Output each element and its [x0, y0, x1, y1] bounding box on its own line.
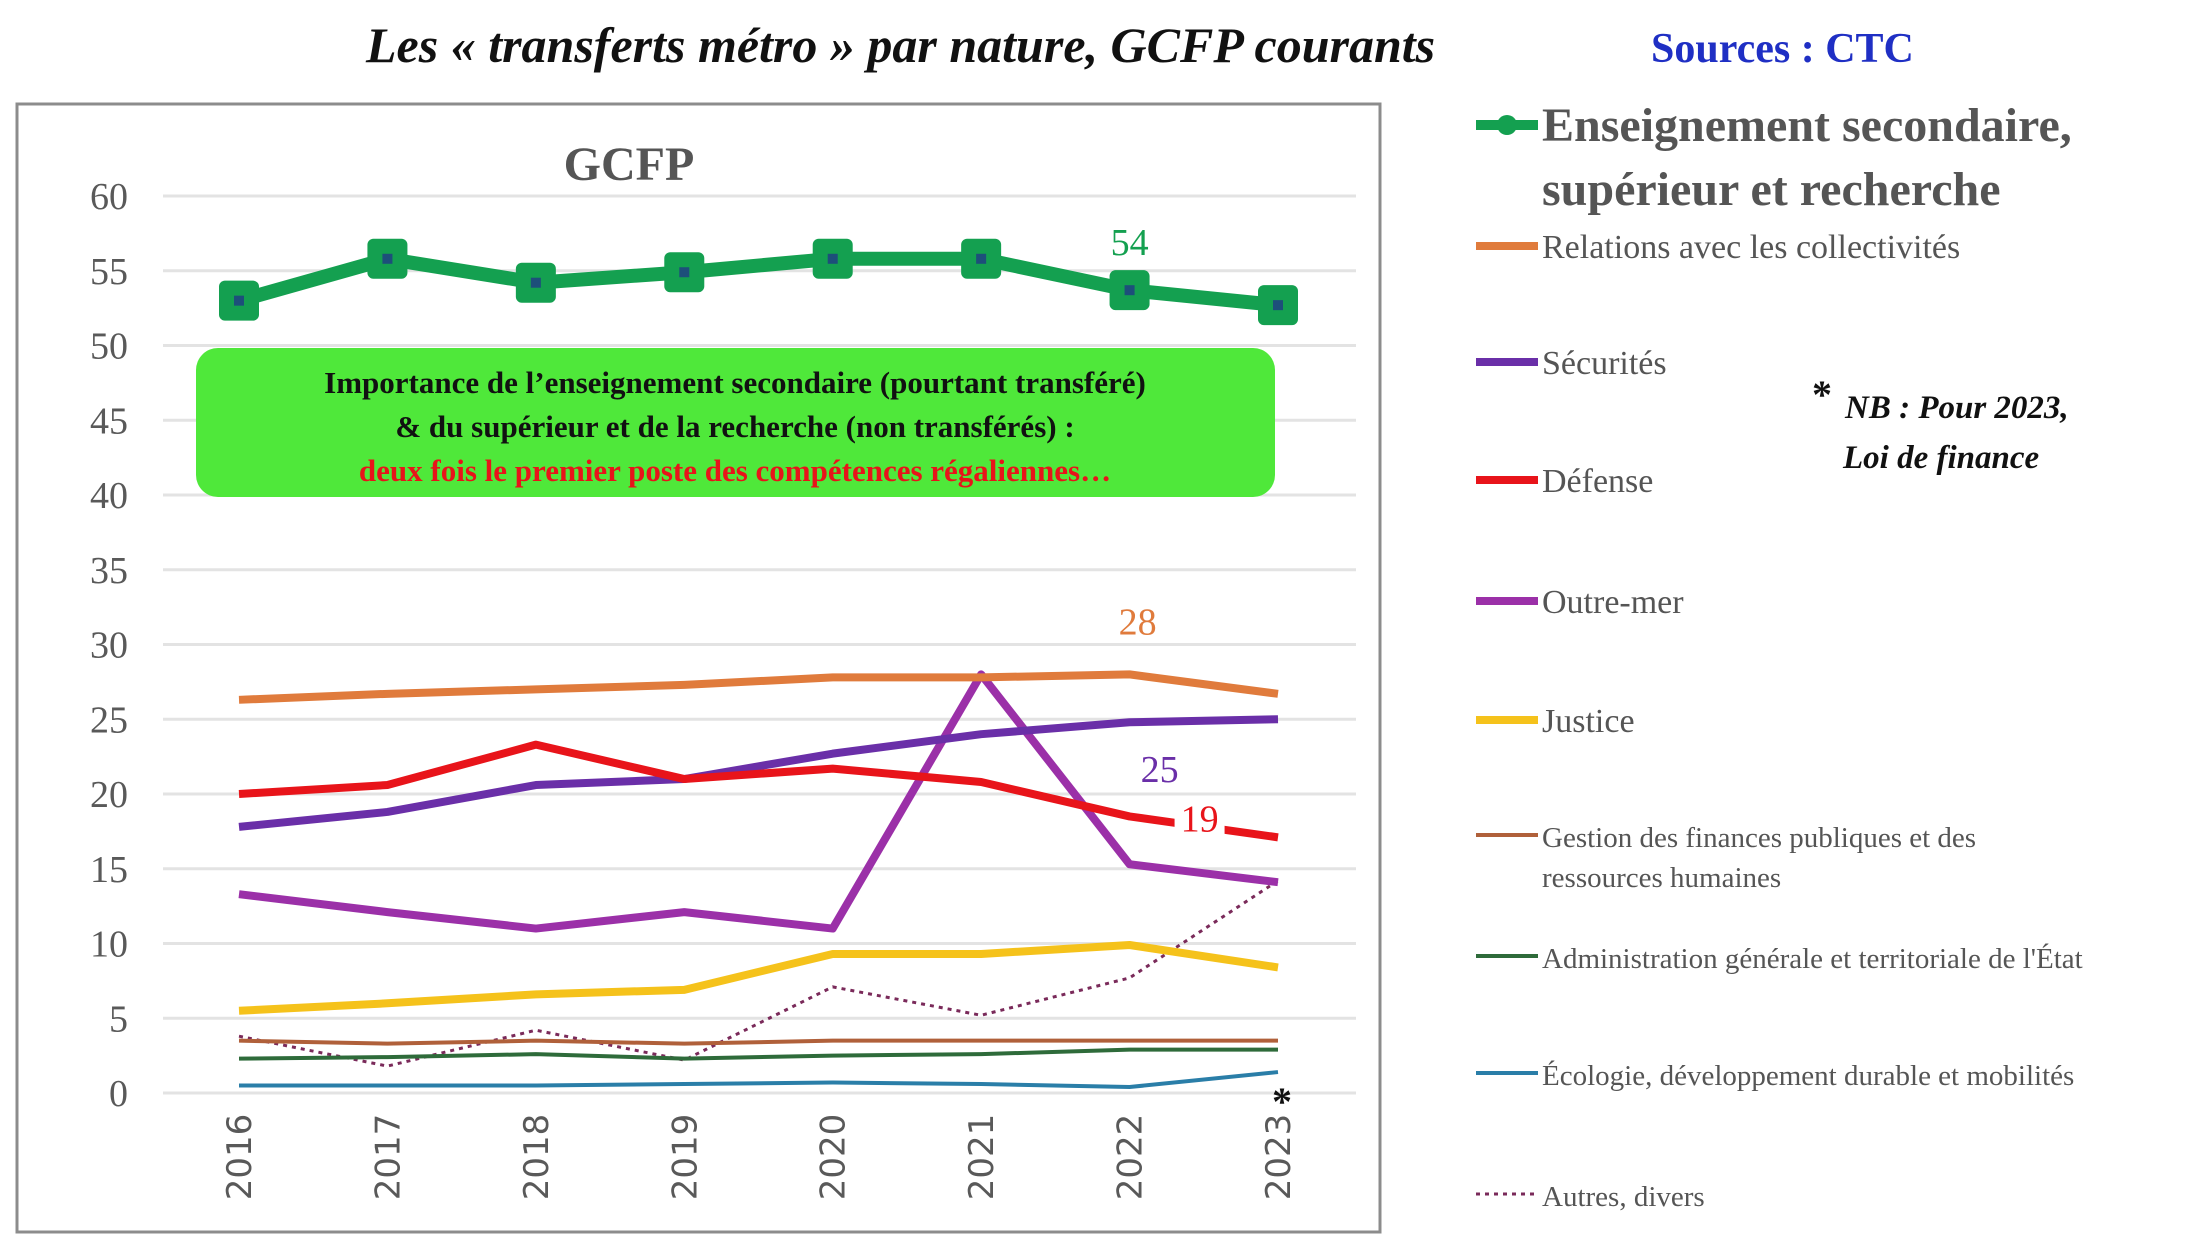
series-line	[238, 670, 1279, 704]
y-tick-label: 40	[90, 475, 128, 517]
legend-item-8: Écologie, développement durable et mobil…	[1476, 1059, 2074, 1092]
data-point-center	[679, 267, 690, 278]
data-point-center	[976, 253, 987, 264]
y-tick-label: 30	[90, 625, 128, 667]
series-8	[239, 1070, 1279, 1090]
series-group	[219, 238, 1298, 1090]
legend-item-3: Défense	[1476, 463, 1653, 500]
series-line	[238, 715, 1279, 831]
y-tick-label: 5	[109, 998, 128, 1040]
legend-label: Outre-mer	[1542, 584, 1684, 621]
y-tick-label: 60	[90, 176, 128, 218]
series-7	[238, 1047, 1278, 1061]
legend-item-1: Relations avec les collectivités	[1476, 229, 1960, 266]
y-tick-label: 45	[90, 400, 128, 442]
legend-item-7: Administration générale et territoriale …	[1476, 942, 2083, 975]
series-1	[238, 670, 1279, 704]
legend-item-4: Outre-mer	[1476, 584, 1684, 621]
legend-marker	[1497, 115, 1517, 135]
annotation-line-3: deux fois le premier poste des compétenc…	[359, 453, 1111, 488]
legend-label: Écologie, développement durable et mobil…	[1542, 1059, 2074, 1092]
note: * NB : Pour 2023, Loi de finance	[1812, 372, 2069, 476]
legend-label: Autres, divers	[1542, 1181, 1705, 1213]
x-tick-label: 2019	[665, 1114, 705, 1201]
figure-title: Les « transferts métro » par nature, GCF…	[365, 17, 1435, 73]
legend-label: Enseignement secondaire,	[1542, 99, 2072, 152]
legend-label: Défense	[1542, 463, 1653, 500]
legend-label: Gestion des finances publiques et des	[1542, 822, 1976, 854]
asterisk-2023: *	[1272, 1079, 1292, 1124]
sources-label: Sources : CTC	[1651, 26, 1914, 72]
data-label: 28	[1119, 601, 1157, 643]
annotation-box: Importance de l’enseignement secondaire …	[196, 348, 1275, 497]
data-label: 25	[1141, 749, 1179, 791]
series-2	[238, 715, 1279, 831]
x-tick-label: 2022	[1111, 1114, 1151, 1201]
y-tick-label: 55	[90, 251, 128, 293]
x-tick-label: 2016	[220, 1114, 260, 1201]
x-tick-label: 2017	[368, 1114, 408, 1201]
y-tick-label: 20	[90, 774, 128, 816]
y-axis-ticks: 0 5 10 15 20 25 30 35 40 45 50 55 60	[90, 176, 128, 1115]
note-line-2: Loi de finance	[1842, 440, 2039, 476]
series-line	[239, 1070, 1279, 1090]
series-line	[238, 1038, 1278, 1046]
series-3	[238, 740, 1279, 842]
annotation-box-bg	[196, 348, 1275, 497]
x-tick-label: 2020	[814, 1114, 854, 1201]
data-point-center	[234, 295, 244, 306]
annotation-line-2: & du supérieur et de la recherche (non t…	[395, 409, 1074, 444]
legend-item-6: Gestion des finances publiques et des res…	[1476, 822, 1976, 894]
annotation-line-1: Importance de l’enseignement secondaire …	[324, 365, 1146, 400]
legend-item-0: Enseignement secondaire, supérieur et rec…	[1476, 99, 2072, 216]
data-point-center	[1273, 300, 1283, 311]
y-tick-label: 0	[109, 1073, 128, 1115]
legend-item-2: Sécurités	[1476, 345, 1667, 382]
data-point-center	[382, 253, 393, 264]
data-label: 19	[1181, 798, 1219, 840]
legend-label: supérieur et recherche	[1542, 163, 2001, 216]
series-line	[238, 1047, 1278, 1061]
legend-label: Justice	[1542, 703, 1635, 740]
chart-title: GCFP	[564, 138, 695, 191]
series-line	[238, 740, 1279, 842]
legend-label: Administration générale et territoriale …	[1542, 942, 2083, 975]
legend-label: Relations avec les collectivités	[1542, 229, 1960, 266]
data-label: 54	[1111, 222, 1149, 264]
y-tick-label: 35	[90, 550, 128, 592]
y-tick-label: 25	[90, 699, 128, 741]
series-0	[219, 238, 1298, 326]
y-tick-label: 15	[90, 849, 128, 891]
data-point-center	[1124, 285, 1135, 296]
series-6	[238, 1038, 1278, 1046]
note-star: *	[1812, 372, 1832, 417]
y-tick-label: 10	[90, 924, 128, 966]
legend-label: ressources humaines	[1542, 862, 1781, 894]
series-line	[238, 940, 1279, 1015]
note-line-1: NB : Pour 2023,	[1844, 390, 2069, 426]
legend-label: Sécurités	[1542, 345, 1667, 382]
series-line	[237, 251, 1279, 313]
legend-item-5: Justice	[1476, 703, 1635, 740]
legend: Enseignement secondaire, supérieur et rec…	[1476, 99, 2083, 1213]
x-tick-label: 2021	[962, 1114, 1002, 1201]
x-axis-ticks: 2016 2017 2018 2019 2020 2021 2022 2023	[220, 1114, 1299, 1201]
data-point-center	[827, 253, 838, 264]
data-point-center	[530, 277, 541, 288]
y-tick-label: 50	[90, 326, 128, 368]
x-tick-label: 2023	[1259, 1114, 1299, 1201]
series-4	[238, 670, 1279, 933]
series-5	[238, 940, 1279, 1015]
x-tick-label: 2018	[517, 1114, 557, 1201]
series-line	[238, 670, 1279, 933]
label-background	[1174, 801, 1225, 844]
legend-item-9: Autres, divers	[1476, 1181, 1705, 1213]
